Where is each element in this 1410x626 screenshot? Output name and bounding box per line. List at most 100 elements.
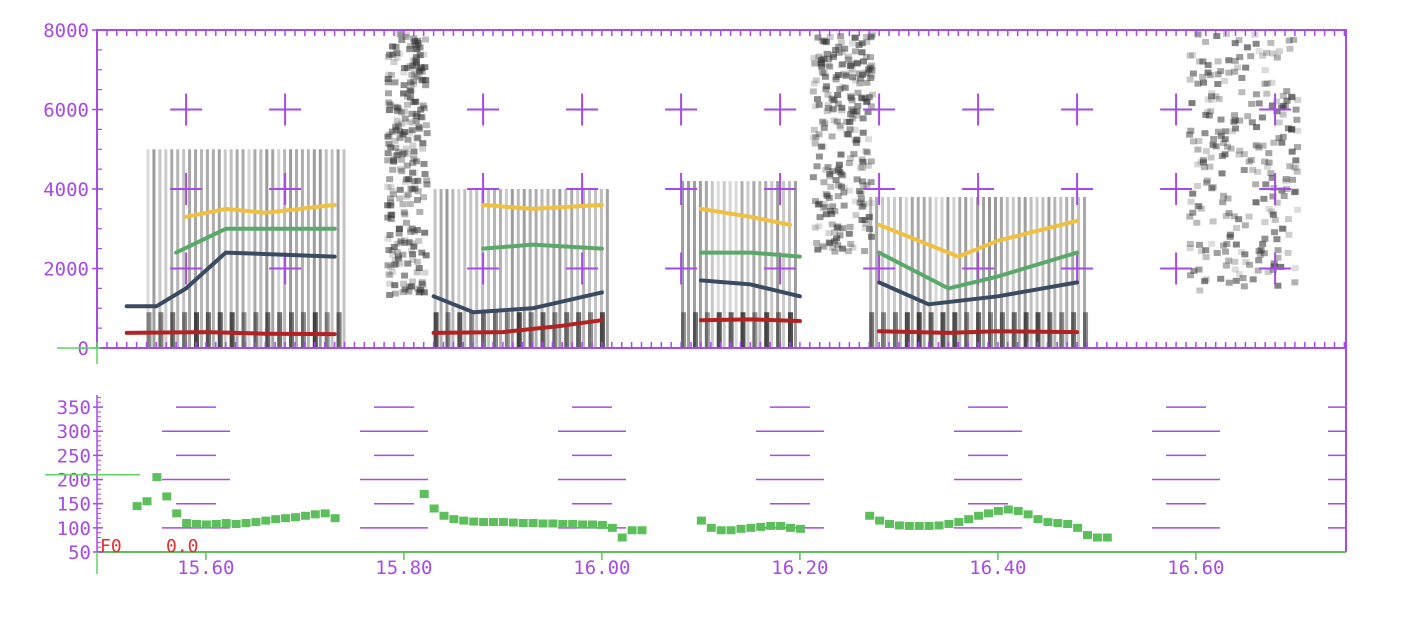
time-tick-label: 15.60 bbox=[177, 557, 234, 579]
formant-F3-track bbox=[698, 250, 802, 259]
f0-point bbox=[162, 492, 172, 501]
f0-point bbox=[588, 520, 597, 529]
f0-point bbox=[944, 519, 954, 528]
spectrogram-y-tick-label: 6000 bbox=[43, 100, 89, 122]
f0-point bbox=[746, 523, 756, 532]
f0-point bbox=[954, 518, 964, 527]
f0-point bbox=[716, 526, 726, 535]
f0-point bbox=[1073, 523, 1083, 532]
pitch-y-tick-label: 250 bbox=[57, 445, 91, 467]
f0-point bbox=[310, 510, 320, 519]
pitch-y-tick-label: 150 bbox=[57, 494, 91, 516]
f0-point bbox=[934, 521, 944, 530]
time-tick-label: 15.80 bbox=[375, 557, 432, 579]
spectrogram-y-tick-label: 4000 bbox=[43, 179, 89, 201]
f0-point bbox=[993, 506, 1003, 515]
f0-point bbox=[271, 515, 281, 524]
spectrogram-axes: 0 2000 4000 6000 8000 bbox=[43, 20, 1347, 364]
formant-F2-track bbox=[431, 290, 604, 315]
formant-F1-track bbox=[698, 317, 802, 323]
f0-point bbox=[1003, 505, 1013, 514]
f0-point bbox=[558, 519, 568, 528]
f0-point bbox=[766, 521, 776, 530]
time-tick-label: 16.20 bbox=[771, 557, 828, 579]
spectrogram-y-tick-label: 8000 bbox=[43, 20, 89, 42]
formant-F1-track bbox=[431, 318, 604, 335]
formant-F3-track bbox=[877, 250, 1080, 291]
pitch-y-tick-label: 100 bbox=[57, 518, 91, 540]
spectrogram-image bbox=[146, 30, 1302, 348]
f0-point bbox=[518, 519, 528, 528]
f0-point bbox=[192, 519, 201, 528]
f0-point bbox=[1033, 515, 1043, 524]
f0-point bbox=[1023, 510, 1033, 519]
pitch-y-tick-label: 50 bbox=[68, 542, 91, 564]
formant-F4-track bbox=[481, 202, 604, 211]
f0-point bbox=[756, 522, 766, 531]
f0-point bbox=[597, 520, 607, 529]
f0-point bbox=[885, 519, 894, 528]
f0-point bbox=[736, 524, 746, 533]
f0-point bbox=[1053, 519, 1063, 528]
spectrogram-grid bbox=[170, 93, 1292, 285]
time-tick-label: 16.40 bbox=[969, 557, 1026, 579]
f0-point bbox=[607, 523, 617, 532]
formant-F2-track bbox=[124, 250, 337, 309]
f0-point bbox=[1083, 531, 1092, 540]
f0-point bbox=[469, 517, 479, 526]
f0-point bbox=[449, 515, 459, 524]
f0-point bbox=[984, 509, 993, 518]
f0-point bbox=[429, 504, 439, 513]
pitch-y-tick-label: 300 bbox=[57, 421, 91, 443]
f0-point bbox=[261, 516, 271, 525]
f0-point bbox=[291, 513, 300, 522]
f0-point bbox=[706, 523, 716, 532]
pitch-y-tick-label: 350 bbox=[57, 397, 91, 419]
f0-point bbox=[627, 526, 637, 535]
formant-F2-track bbox=[877, 280, 1080, 307]
f0-point bbox=[1092, 533, 1102, 542]
f0-point bbox=[924, 521, 934, 530]
f0-point bbox=[508, 518, 518, 527]
f0-point bbox=[251, 518, 261, 527]
pitch-y-tick-label: 200 bbox=[57, 470, 91, 492]
formant-F3-track bbox=[174, 226, 337, 255]
f0-point bbox=[548, 519, 558, 528]
f0-point bbox=[231, 519, 241, 528]
formant-tracks bbox=[124, 202, 1080, 337]
f0-point bbox=[726, 526, 736, 535]
f0-point bbox=[281, 514, 291, 523]
f0-value-label: 0.0 bbox=[166, 536, 199, 557]
f0-point bbox=[489, 518, 498, 527]
f0-point bbox=[439, 511, 449, 520]
f0-point bbox=[241, 519, 251, 528]
f0-point bbox=[300, 511, 310, 520]
f0-point bbox=[786, 523, 795, 532]
formant-F1-track bbox=[124, 330, 337, 337]
formant-F4-track bbox=[698, 206, 792, 227]
f0-point bbox=[865, 511, 875, 520]
f0-point bbox=[538, 519, 548, 528]
f0-point bbox=[419, 490, 429, 499]
f0-point bbox=[320, 509, 330, 518]
f0-point bbox=[914, 521, 924, 530]
spectrogram-y-tick-label: 0 bbox=[78, 338, 89, 360]
f0-point bbox=[211, 519, 221, 528]
f0-point bbox=[498, 518, 508, 527]
f0-point bbox=[875, 516, 885, 525]
f0-label: F0 bbox=[100, 536, 122, 557]
f0-point bbox=[696, 516, 706, 525]
time-tick-label: 16.00 bbox=[573, 557, 630, 579]
f0-point bbox=[1013, 506, 1023, 515]
f0-point bbox=[221, 519, 231, 528]
f0-point bbox=[974, 511, 984, 520]
f0-point bbox=[152, 473, 162, 482]
f0-point bbox=[568, 519, 578, 528]
f0-point bbox=[964, 515, 974, 524]
f0-point bbox=[142, 497, 152, 506]
f0-point bbox=[1063, 519, 1073, 528]
formant-F4-track bbox=[184, 202, 337, 219]
time-tick-label: 16.60 bbox=[1167, 557, 1224, 579]
